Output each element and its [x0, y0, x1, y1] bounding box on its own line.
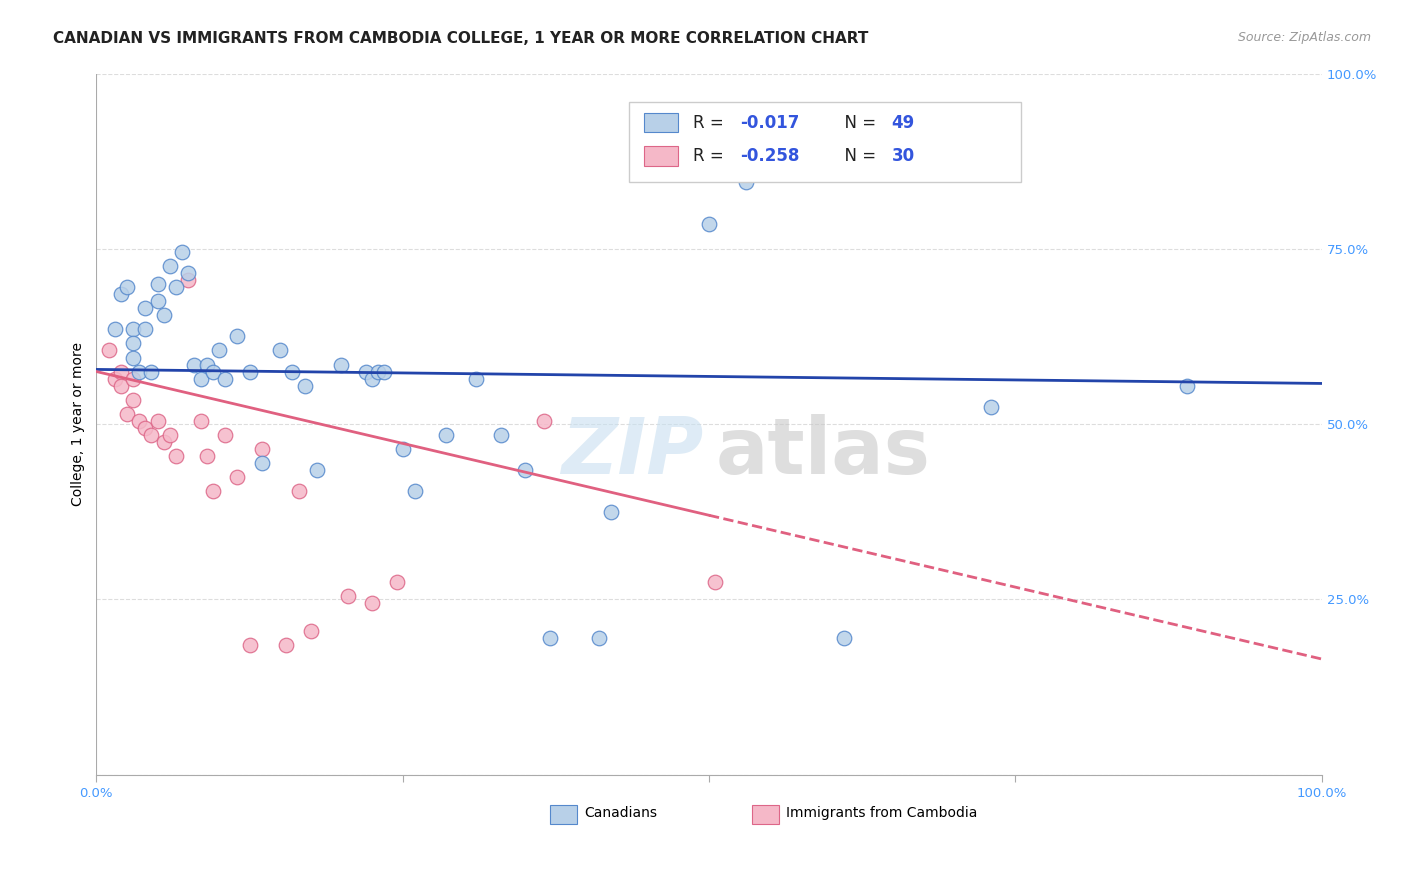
Point	[177, 273, 200, 287]
Point	[128, 414, 150, 428]
Point	[214, 427, 236, 442]
Point	[367, 365, 389, 379]
Point	[141, 427, 163, 442]
Point	[515, 463, 537, 477]
Text: Immigrants from Cambodia: Immigrants from Cambodia	[786, 806, 977, 821]
Point	[201, 483, 224, 498]
FancyBboxPatch shape	[550, 805, 576, 824]
Point	[980, 400, 1002, 414]
Point	[226, 329, 249, 343]
Point	[115, 280, 138, 294]
Point	[1175, 378, 1198, 392]
Point	[533, 414, 555, 428]
Point	[214, 371, 236, 385]
Point	[110, 378, 132, 392]
Point	[110, 365, 132, 379]
Point	[734, 175, 756, 189]
Point	[122, 371, 145, 385]
Point	[104, 371, 127, 385]
Point	[250, 456, 273, 470]
FancyBboxPatch shape	[644, 146, 678, 166]
Point	[373, 365, 395, 379]
Point	[385, 574, 408, 589]
Point	[201, 365, 224, 379]
Point	[269, 343, 291, 358]
Y-axis label: College, 1 year or more: College, 1 year or more	[72, 343, 86, 506]
Point	[704, 574, 727, 589]
Point	[588, 631, 610, 645]
Point	[152, 434, 174, 449]
Point	[122, 392, 145, 407]
Point	[404, 483, 426, 498]
Point	[276, 638, 298, 652]
Point	[110, 287, 132, 301]
Text: Source: ZipAtlas.com: Source: ZipAtlas.com	[1237, 31, 1371, 45]
Point	[134, 420, 156, 434]
Point	[336, 589, 359, 603]
FancyBboxPatch shape	[752, 805, 779, 824]
Point	[238, 638, 260, 652]
Point	[538, 631, 561, 645]
Point	[354, 365, 377, 379]
Point	[195, 449, 218, 463]
Point	[152, 309, 174, 323]
FancyBboxPatch shape	[644, 112, 678, 132]
Text: Canadians: Canadians	[583, 806, 657, 821]
Point	[122, 336, 145, 351]
Point	[190, 371, 212, 385]
Point	[134, 301, 156, 316]
Text: 49: 49	[891, 113, 915, 132]
Point	[146, 277, 169, 291]
Point	[238, 365, 260, 379]
Text: atlas: atlas	[716, 414, 929, 491]
Point	[146, 294, 169, 309]
Point	[697, 217, 720, 231]
Point	[465, 371, 488, 385]
Text: R =: R =	[693, 147, 730, 165]
Point	[489, 427, 512, 442]
Point	[305, 463, 328, 477]
FancyBboxPatch shape	[630, 102, 1022, 182]
Point	[104, 322, 127, 336]
Point	[172, 245, 194, 260]
Point	[391, 442, 413, 456]
Point	[159, 260, 181, 274]
Point	[190, 414, 212, 428]
Text: 30: 30	[891, 147, 915, 165]
Text: N =: N =	[834, 147, 882, 165]
Point	[141, 365, 163, 379]
Text: N =: N =	[834, 113, 882, 132]
Point	[330, 358, 353, 372]
Text: ZIP: ZIP	[561, 414, 703, 491]
Point	[281, 365, 304, 379]
Point	[250, 442, 273, 456]
Point	[128, 365, 150, 379]
Point	[299, 624, 322, 638]
Point	[361, 371, 384, 385]
Point	[287, 483, 309, 498]
Point	[165, 280, 187, 294]
Point	[115, 407, 138, 421]
Point	[195, 358, 218, 372]
Point	[361, 596, 384, 610]
Text: CANADIAN VS IMMIGRANTS FROM CAMBODIA COLLEGE, 1 YEAR OR MORE CORRELATION CHART: CANADIAN VS IMMIGRANTS FROM CAMBODIA COL…	[53, 31, 869, 46]
Point	[122, 351, 145, 365]
Point	[832, 631, 855, 645]
Text: -0.258: -0.258	[740, 147, 799, 165]
Point	[122, 322, 145, 336]
Point	[146, 414, 169, 428]
Point	[165, 449, 187, 463]
Point	[134, 322, 156, 336]
Point	[208, 343, 231, 358]
Text: -0.017: -0.017	[740, 113, 799, 132]
Point	[226, 469, 249, 483]
Point	[294, 378, 316, 392]
Point	[177, 266, 200, 280]
Text: R =: R =	[693, 113, 730, 132]
Point	[97, 343, 120, 358]
Point	[159, 427, 181, 442]
Point	[434, 427, 457, 442]
Point	[600, 505, 623, 519]
Point	[183, 358, 205, 372]
